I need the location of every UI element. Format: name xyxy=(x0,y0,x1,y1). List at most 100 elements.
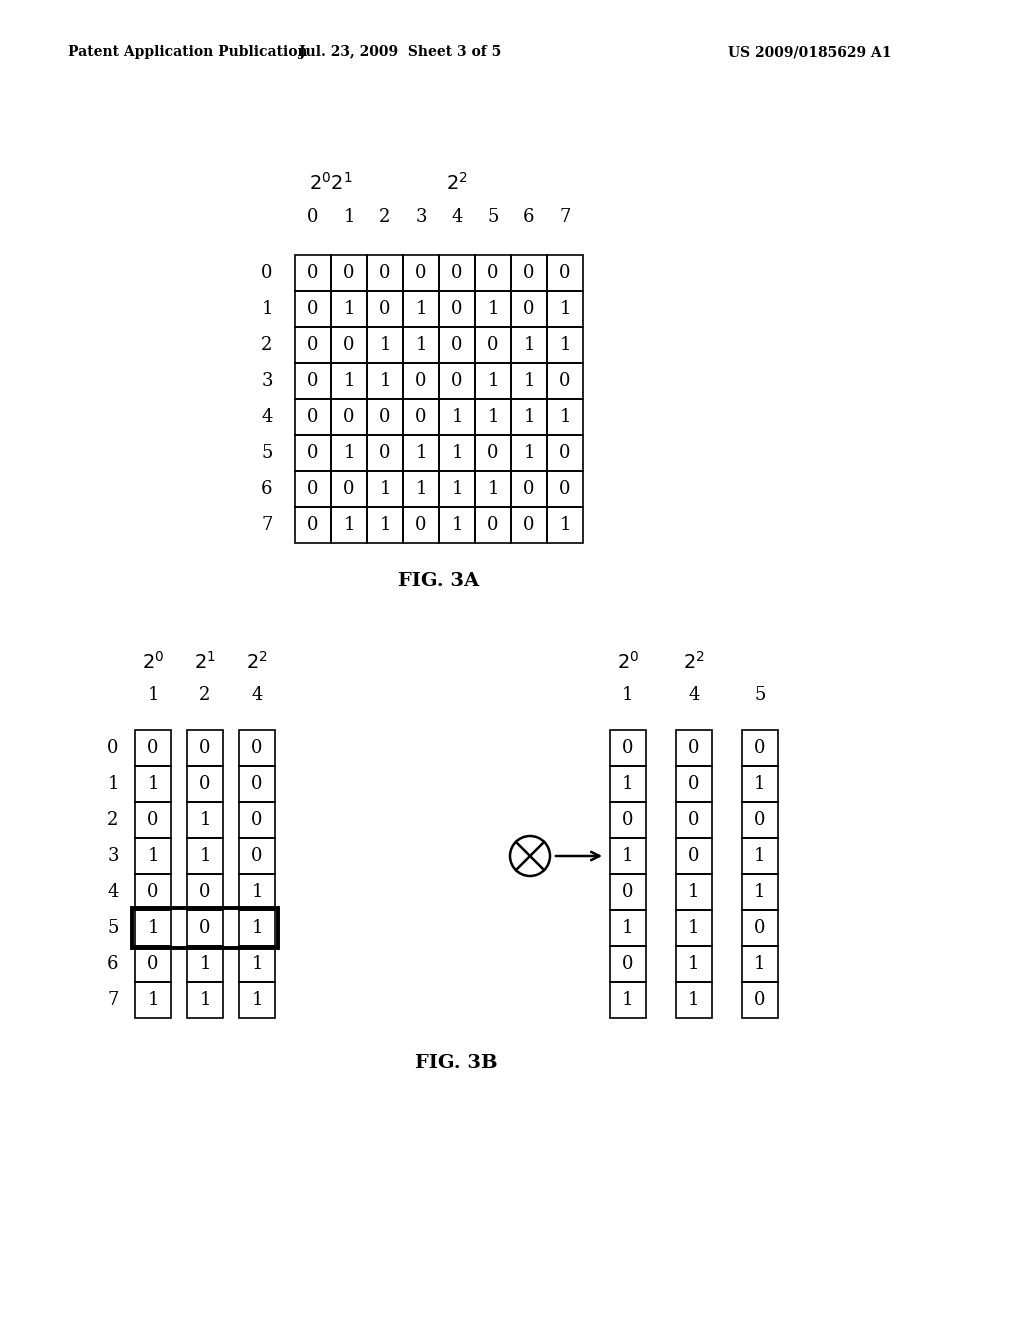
Text: 2: 2 xyxy=(200,686,211,704)
Text: 0: 0 xyxy=(523,480,535,498)
Text: 0: 0 xyxy=(147,810,159,829)
Bar xyxy=(676,874,712,909)
Text: 1: 1 xyxy=(251,954,263,973)
Bar xyxy=(135,946,171,982)
Bar xyxy=(187,838,223,874)
Bar xyxy=(135,909,171,946)
Bar xyxy=(403,363,439,399)
Bar xyxy=(403,471,439,507)
Bar xyxy=(475,290,511,327)
Text: 0: 0 xyxy=(379,264,391,282)
Bar xyxy=(239,874,275,909)
Text: 0: 0 xyxy=(307,300,318,318)
Text: 0: 0 xyxy=(487,337,499,354)
Text: 1: 1 xyxy=(251,919,263,937)
Bar xyxy=(367,399,403,436)
Bar xyxy=(439,255,475,290)
Text: 1: 1 xyxy=(343,209,354,226)
Text: 1: 1 xyxy=(688,883,699,902)
Text: 0: 0 xyxy=(108,739,119,756)
Text: 0: 0 xyxy=(755,991,766,1008)
Bar xyxy=(239,946,275,982)
Bar xyxy=(610,838,646,874)
Text: 0: 0 xyxy=(559,444,570,462)
Bar xyxy=(239,730,275,766)
Text: 5: 5 xyxy=(261,444,272,462)
Text: 0: 0 xyxy=(487,264,499,282)
Text: 0: 0 xyxy=(251,847,263,865)
Bar xyxy=(403,436,439,471)
Text: 1: 1 xyxy=(755,775,766,793)
Text: $2^0$: $2^0$ xyxy=(142,651,164,673)
Bar xyxy=(511,363,547,399)
Text: 1: 1 xyxy=(623,686,634,704)
Text: 0: 0 xyxy=(452,300,463,318)
Bar xyxy=(187,803,223,838)
Text: 2: 2 xyxy=(261,337,272,354)
Bar xyxy=(610,982,646,1018)
Bar xyxy=(135,730,171,766)
Bar xyxy=(295,399,331,436)
Text: 2: 2 xyxy=(379,209,391,226)
Bar xyxy=(331,471,367,507)
Bar xyxy=(742,946,778,982)
Bar xyxy=(187,946,223,982)
Bar xyxy=(331,255,367,290)
Bar xyxy=(239,982,275,1018)
Bar xyxy=(547,255,583,290)
Text: 1: 1 xyxy=(487,372,499,389)
Text: 0: 0 xyxy=(200,775,211,793)
Text: 1: 1 xyxy=(688,991,699,1008)
Text: 1: 1 xyxy=(147,686,159,704)
Bar xyxy=(610,946,646,982)
Text: 0: 0 xyxy=(251,775,263,793)
Bar xyxy=(610,909,646,946)
Text: 2: 2 xyxy=(108,810,119,829)
Bar xyxy=(295,436,331,471)
Text: 7: 7 xyxy=(261,516,272,535)
Bar xyxy=(331,290,367,327)
Bar xyxy=(295,255,331,290)
Bar xyxy=(239,766,275,803)
Text: 1: 1 xyxy=(559,408,570,426)
Text: 1: 1 xyxy=(379,480,391,498)
Text: 1: 1 xyxy=(416,337,427,354)
Text: $2^2$: $2^2$ xyxy=(683,651,705,673)
Text: 0: 0 xyxy=(688,847,699,865)
Bar xyxy=(547,290,583,327)
Bar xyxy=(742,874,778,909)
Bar xyxy=(239,838,275,874)
Bar xyxy=(547,399,583,436)
Text: 1: 1 xyxy=(559,337,570,354)
Text: 0: 0 xyxy=(623,954,634,973)
Text: 0: 0 xyxy=(416,372,427,389)
Bar xyxy=(742,730,778,766)
Bar xyxy=(676,909,712,946)
Text: 0: 0 xyxy=(147,739,159,756)
Text: 4: 4 xyxy=(261,408,272,426)
Bar xyxy=(610,803,646,838)
Bar xyxy=(331,363,367,399)
Text: 0: 0 xyxy=(343,480,354,498)
Bar xyxy=(439,436,475,471)
Text: 1: 1 xyxy=(623,919,634,937)
Text: 0: 0 xyxy=(251,739,263,756)
Text: 1: 1 xyxy=(200,954,211,973)
Text: 1: 1 xyxy=(755,954,766,973)
Text: 1: 1 xyxy=(416,300,427,318)
Bar xyxy=(547,507,583,543)
Text: 0: 0 xyxy=(416,264,427,282)
Text: 0: 0 xyxy=(307,480,318,498)
Text: 4: 4 xyxy=(108,883,119,902)
Bar xyxy=(610,766,646,803)
Text: 0: 0 xyxy=(343,408,354,426)
Text: 1: 1 xyxy=(487,480,499,498)
Bar xyxy=(511,507,547,543)
Text: 1: 1 xyxy=(200,810,211,829)
Text: 0: 0 xyxy=(147,883,159,902)
Bar xyxy=(511,255,547,290)
Text: 3: 3 xyxy=(261,372,272,389)
Bar xyxy=(367,436,403,471)
Text: 0: 0 xyxy=(147,954,159,973)
Text: 0: 0 xyxy=(623,739,634,756)
